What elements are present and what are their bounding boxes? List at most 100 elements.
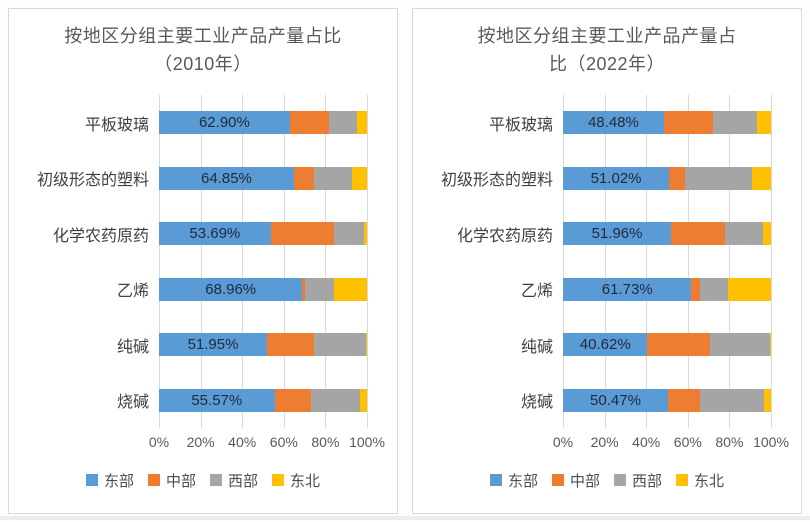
bar-segment-central[interactable] [274, 388, 311, 412]
bar-segment-east[interactable]: 61.73% [563, 277, 692, 301]
bar-segment-west[interactable] [684, 166, 752, 190]
legend-item-east[interactable]: 东部 [489, 470, 538, 491]
bar-segment-west[interactable] [305, 277, 334, 301]
x-axis-tick: 20% [186, 433, 215, 450]
bar-segment-central[interactable] [669, 166, 685, 190]
bar-segment-northeast[interactable] [756, 111, 771, 135]
data-label: 64.85% [201, 169, 252, 187]
gridline [729, 94, 731, 428]
x-axis-tick: 60% [673, 433, 702, 450]
gridlines [159, 94, 368, 428]
legend-item-west[interactable]: 西部 [614, 470, 662, 491]
bar-segment-northeast[interactable] [762, 222, 771, 246]
bar-segment-northeast[interactable] [365, 333, 367, 357]
bar-rows: 平板玻璃 48.48% 初级形态的塑料 51.02% 化学农药原药 51.96% 乙烯 61.… [413, 95, 801, 428]
bar-segment-northeast[interactable] [764, 388, 771, 412]
bar-row: 烧碱 50.47% [413, 372, 801, 428]
bar-segment-west[interactable] [328, 111, 358, 135]
bar-segment-northeast[interactable] [360, 388, 367, 412]
bar-row: 纯碱 51.95% [9, 317, 397, 373]
window-bottom-edge [0, 516, 810, 520]
legend-swatch-east-icon [489, 474, 502, 487]
bar-segment-northeast[interactable] [333, 277, 367, 301]
legend-item-west[interactable]: 西部 [210, 470, 258, 491]
category-label: 平板玻璃 [84, 116, 149, 134]
x-axis-tick: 40% [632, 433, 661, 450]
bar-segment-east[interactable]: 51.02% [563, 166, 670, 190]
stacked-bar: 64.85% [159, 166, 367, 190]
category-label: 烧碱 [116, 394, 149, 412]
data-label: 51.02% [590, 169, 642, 187]
bar-segment-west[interactable] [724, 222, 763, 246]
stacked-bar: 68.96% [159, 277, 367, 301]
bar-segment-east[interactable]: 55.57% [159, 388, 275, 412]
bar-segment-west[interactable] [310, 388, 361, 412]
bar-segment-east[interactable]: 53.69% [159, 222, 271, 246]
data-label: 50.47% [590, 391, 641, 409]
legend-label: 中部 [569, 472, 600, 490]
bar-segment-east[interactable]: 68.96% [159, 277, 303, 301]
legend-label: 东北 [290, 472, 321, 490]
bar-segment-central[interactable] [302, 277, 306, 301]
legend-swatch-west-icon [210, 474, 222, 487]
bar-segment-west[interactable] [314, 166, 352, 190]
plot-area-2010: 平板玻璃 62.90% 初级形态的塑料 64.85% 化学农药原药 53.69% 乙烯 68.… [9, 94, 397, 428]
x-axis-tick: 100% [753, 433, 789, 450]
category-label: 纯碱 [116, 338, 149, 356]
bar-segment-west[interactable] [710, 333, 771, 357]
bar-rows: 平板玻璃 62.90% 初级形态的塑料 64.85% 化学农药原药 53.69% 乙烯 68.… [9, 95, 397, 428]
stacked-bar: 51.02% [563, 166, 771, 190]
legend-item-east[interactable]: 东部 [85, 470, 134, 491]
legend-item-northeast[interactable]: 东北 [676, 470, 724, 491]
gridline [367, 94, 368, 428]
data-label: 55.57% [191, 391, 243, 409]
bar-segment-central[interactable] [293, 166, 315, 190]
chart-card-2022: 按地区分组主要工业产品产量占 比（2022年） 平板玻璃 48.48% 初级形态的塑… [412, 8, 802, 514]
bar-row: 初级形态的塑料 51.02% [413, 150, 801, 206]
chart-title-line1: 按地区分组主要工业产品产量占比 [64, 26, 342, 46]
category-label: 平板玻璃 [488, 116, 553, 134]
bar-segment-west[interactable] [333, 222, 365, 246]
bar-segment-central[interactable] [691, 277, 701, 301]
legend: 东部 中部 西部 东北 [413, 470, 801, 491]
bar-segment-east[interactable]: 40.62% [563, 333, 648, 357]
bar-segment-east[interactable]: 62.90% [159, 111, 290, 135]
bar-segment-central[interactable] [289, 111, 329, 135]
bar-segment-east[interactable]: 64.85% [159, 166, 294, 190]
bar-segment-northeast[interactable] [357, 111, 367, 135]
x-axis: 0% 20% 40% 60% 80% 100% [149, 432, 385, 454]
bar-segment-northeast[interactable] [364, 222, 367, 246]
bar-row: 初级形态的塑料 64.85% [9, 150, 397, 206]
bar-segment-central[interactable] [647, 333, 711, 357]
gridline [242, 94, 244, 428]
bar-segment-central[interactable] [267, 333, 314, 357]
bar-segment-west[interactable] [700, 388, 765, 412]
bar-segment-east[interactable]: 51.96% [563, 222, 672, 246]
bar-segment-east[interactable]: 50.47% [563, 388, 668, 412]
data-label: 53.69% [189, 225, 241, 243]
legend-item-central[interactable]: 中部 [147, 470, 196, 491]
gridline [325, 94, 327, 428]
bar-segment-northeast[interactable] [727, 277, 771, 301]
bar-segment-northeast[interactable] [770, 333, 771, 357]
x-axis-tick: 20% [590, 433, 619, 450]
bar-segment-northeast[interactable] [751, 166, 771, 190]
legend-label: 东北 [694, 472, 725, 490]
gridline [563, 94, 564, 428]
bar-segment-central[interactable] [270, 222, 334, 246]
bar-segment-east[interactable]: 48.48% [563, 111, 664, 135]
bar-segment-central[interactable] [663, 111, 713, 135]
chart-title-line2: 比（2022年） [548, 53, 666, 74]
legend-item-northeast[interactable]: 东北 [272, 470, 320, 491]
bar-segment-central[interactable] [667, 388, 701, 412]
bar-segment-west[interactable] [712, 111, 757, 135]
bar-segment-east[interactable]: 51.95% [159, 333, 268, 357]
bar-row: 纯碱 40.62% [413, 317, 801, 373]
bar-segment-central[interactable] [671, 222, 725, 246]
bar-segment-west[interactable] [700, 277, 728, 301]
bar-segment-northeast[interactable] [351, 166, 367, 190]
x-axis: 0% 20% 40% 60% 80% 100% [553, 432, 789, 454]
legend-swatch-west-icon [614, 474, 626, 487]
bar-segment-west[interactable] [313, 333, 366, 357]
legend-item-central[interactable]: 中部 [551, 470, 600, 491]
